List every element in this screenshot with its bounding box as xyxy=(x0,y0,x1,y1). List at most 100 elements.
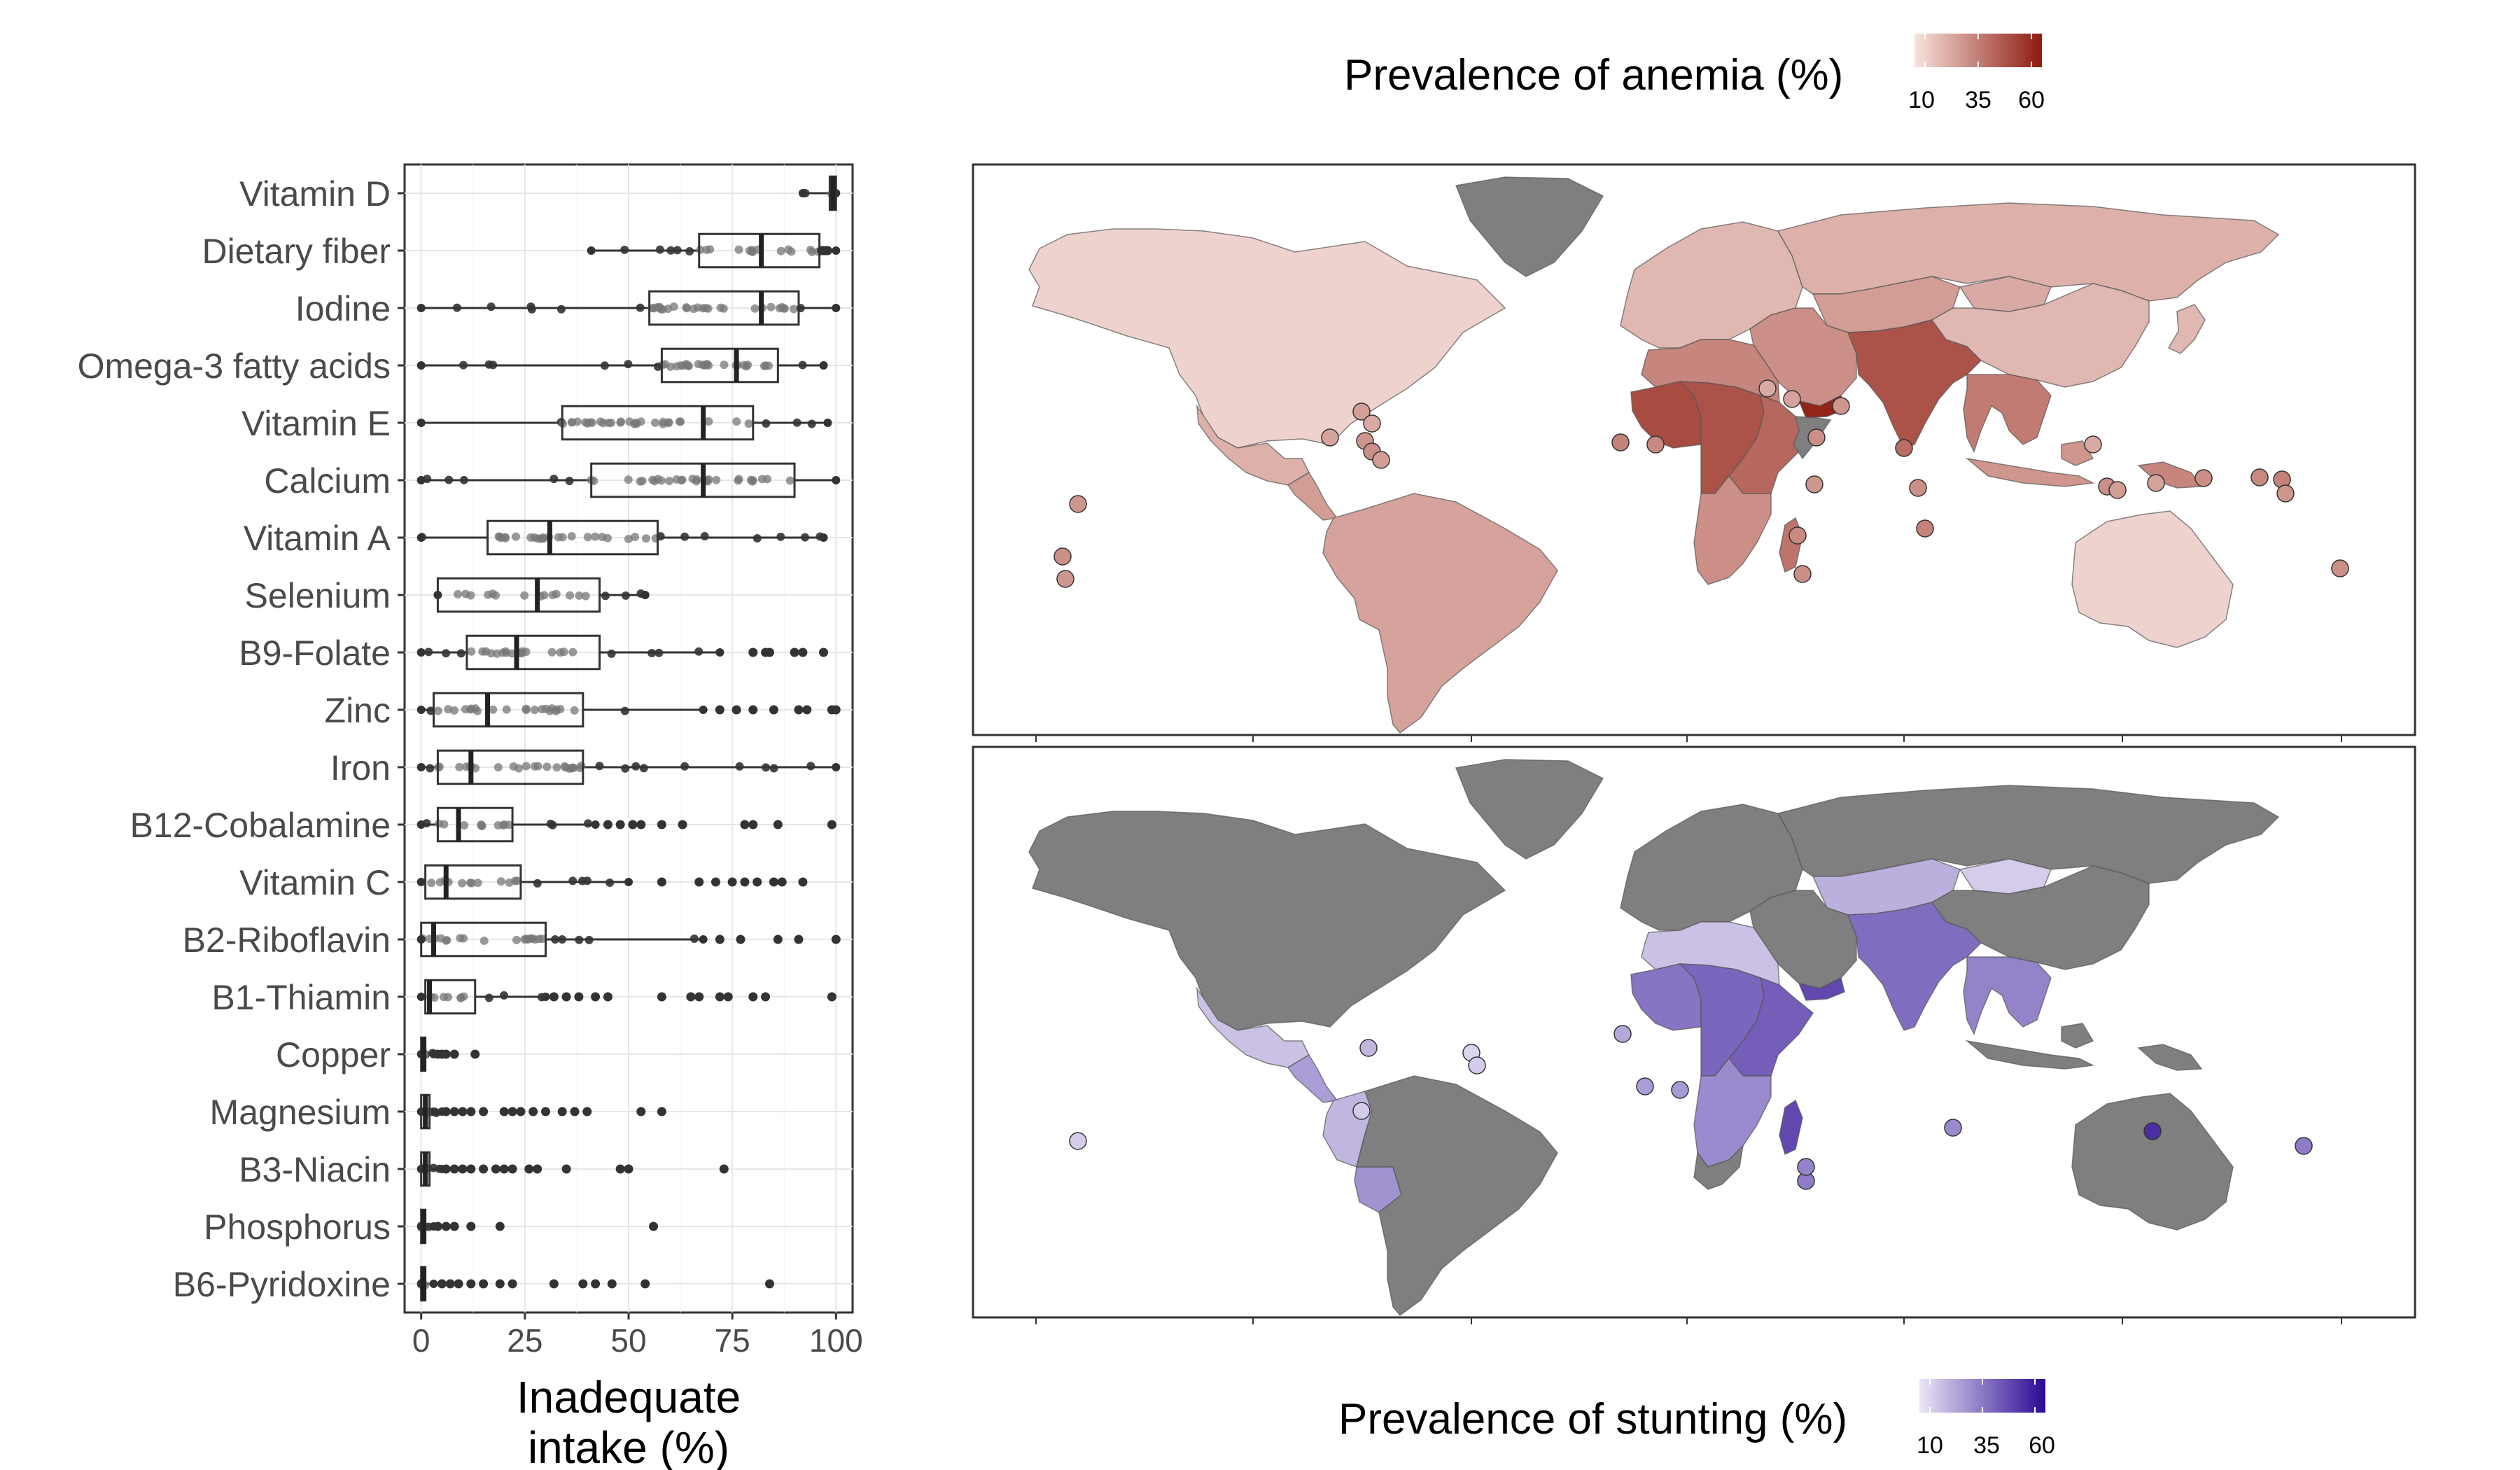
obs-point-max xyxy=(832,246,841,255)
obs-point xyxy=(616,418,625,427)
y-label-b1-thiamin: B1-Thiamin xyxy=(211,978,391,1017)
outlier-point xyxy=(657,877,666,887)
outlier-point xyxy=(827,820,836,830)
stunting-map xyxy=(972,746,2416,1324)
stunting-legend-tick-60: 60 xyxy=(2029,1432,2055,1459)
box-iqr xyxy=(436,806,514,843)
anemia-legend-tick-10: 10 xyxy=(1908,87,1935,113)
box-vitamin-e xyxy=(416,405,832,441)
outlier-point xyxy=(831,934,841,944)
island-marker xyxy=(1056,570,1074,588)
outlier-point xyxy=(748,820,758,830)
obs-point xyxy=(517,649,526,658)
outlier-point xyxy=(466,1222,476,1231)
island-marker xyxy=(2331,559,2349,578)
outlier-point xyxy=(603,992,612,1002)
obs-point xyxy=(689,304,698,314)
obs-point xyxy=(558,533,567,542)
y-label-magnesium: Magnesium xyxy=(210,1093,391,1132)
island-marker xyxy=(1788,526,1807,545)
outlier-point xyxy=(769,877,778,887)
outlier-point xyxy=(777,877,787,887)
outlier-point xyxy=(578,1279,588,1289)
obs-point xyxy=(598,533,607,542)
outlier-point xyxy=(549,1279,559,1289)
outlier-point xyxy=(640,1279,650,1289)
island-marker xyxy=(1069,1132,1087,1150)
y-label-vitamin-c: Vitamin C xyxy=(239,863,391,902)
obs-point xyxy=(556,648,565,657)
outlier-point xyxy=(466,1107,476,1116)
outlier-point xyxy=(499,1107,509,1116)
outlier-point xyxy=(495,1222,505,1231)
obs-point xyxy=(568,876,578,886)
box-iqr xyxy=(660,347,779,384)
obs-point xyxy=(769,764,778,773)
obs-point xyxy=(806,245,815,254)
outlier-point xyxy=(694,992,704,1002)
obs-point xyxy=(752,533,762,542)
obs-point xyxy=(542,762,552,771)
obs-point xyxy=(526,302,536,312)
anemia-map-regions xyxy=(1028,176,2280,734)
region-indonesia xyxy=(1965,440,2095,487)
outlier-point xyxy=(449,1049,459,1059)
obs-point xyxy=(776,532,785,541)
box-iqr xyxy=(424,864,522,900)
obs-point xyxy=(467,647,476,656)
region-papua-new-guinea xyxy=(2137,1044,2203,1071)
obs-point xyxy=(764,361,774,370)
box-omega-3-fatty-acids xyxy=(416,347,828,384)
obs-point xyxy=(575,935,584,944)
obs-point xyxy=(620,706,629,715)
obs-point xyxy=(624,475,633,484)
obs-point xyxy=(620,245,629,254)
obs-point-max xyxy=(715,648,724,657)
outlier-point xyxy=(802,705,812,715)
obs-point xyxy=(530,706,539,715)
obs-point xyxy=(748,476,757,485)
obs-point xyxy=(538,705,547,714)
y-label-dietary-fiber: Dietary fiber xyxy=(202,232,391,271)
outlier-point xyxy=(479,1164,489,1174)
obs-point xyxy=(584,935,594,944)
y-label-iodine: Iodine xyxy=(295,289,391,328)
region-australia xyxy=(2071,1093,2234,1231)
obs-point xyxy=(789,304,798,314)
outlier-point xyxy=(449,1107,459,1116)
y-label-calcium: Calcium xyxy=(264,461,391,500)
obs-point xyxy=(440,820,449,829)
obs-point xyxy=(653,362,662,371)
outlier-point xyxy=(449,1222,459,1231)
obs-point xyxy=(720,360,729,370)
outlier-point xyxy=(458,1107,468,1116)
obs-point xyxy=(458,360,468,370)
obs-point xyxy=(500,820,509,829)
region-southern-africa xyxy=(1693,475,1772,585)
outlier-point xyxy=(540,1107,550,1116)
obs-point-max xyxy=(541,993,550,1001)
obs-point xyxy=(486,302,496,312)
outlier-point xyxy=(798,648,808,657)
box-iron xyxy=(416,749,841,785)
island-marker xyxy=(1646,435,1665,454)
island-marker xyxy=(1671,1081,1689,1099)
obs-point xyxy=(505,878,514,887)
outlier-point xyxy=(499,1164,509,1174)
obs-point xyxy=(641,534,650,543)
region-north-america xyxy=(1028,228,1506,449)
obs-point xyxy=(766,302,776,312)
obs-point xyxy=(484,590,493,599)
obs-point xyxy=(682,360,691,369)
outlier-point xyxy=(794,705,804,715)
obs-point xyxy=(744,419,753,428)
box-copper xyxy=(416,1036,480,1072)
obs-point xyxy=(429,1163,438,1172)
obs-point xyxy=(526,934,536,943)
outlier-point xyxy=(719,1164,729,1174)
island-marker xyxy=(1372,451,1390,469)
outlier-point xyxy=(470,1049,480,1059)
island-marker xyxy=(1352,402,1371,421)
region-china xyxy=(1931,865,2150,970)
anemia-legend-tick-60: 60 xyxy=(2018,87,2045,113)
